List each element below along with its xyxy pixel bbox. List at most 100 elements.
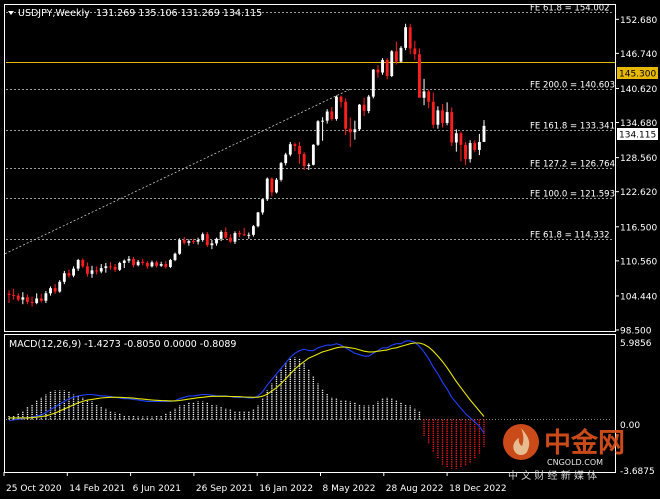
candle-body [256,212,260,227]
candle [436,106,440,129]
candle-body [164,264,168,267]
macd-axis-top: 5.9856 [620,339,652,349]
candle-body [381,59,384,73]
candle [251,225,255,237]
candle-body [233,233,237,242]
candle [26,294,29,305]
candle [16,293,20,302]
candle [427,89,431,109]
macd-axis-bottom: -3.6875 [620,467,655,477]
candle [168,258,172,269]
candle [228,234,232,243]
candle [353,120,357,140]
candle-body [39,298,43,301]
candle [173,252,177,262]
candle [450,107,454,146]
candle-body [210,243,214,246]
candle-body [316,121,320,145]
macd-main-line [8,340,485,434]
price-tick-label: 116.500 [620,223,657,233]
candle-body [49,288,52,294]
marked-level-value: 145.300 [619,70,656,80]
candle [155,260,159,268]
candle-body [251,226,255,235]
candle [215,237,218,246]
candle [7,290,11,304]
triangle-down-icon[interactable] [8,11,14,15]
candle-body [228,237,232,242]
candle-body [376,69,380,73]
candle-body [473,143,477,150]
candle [404,23,408,51]
candle-body [215,238,218,244]
candle-body [394,51,398,62]
candle-body [12,295,16,297]
candle [90,265,94,278]
candle-body [132,258,135,266]
candle [219,230,223,242]
candle-body [431,101,435,125]
candle [99,264,103,274]
candle-body [302,153,306,166]
candle [477,133,481,156]
candle-body [76,260,80,269]
candle [381,58,384,75]
candle [85,262,89,277]
candle-body [418,54,421,98]
candle [316,120,320,146]
candle [270,177,274,197]
candle [302,152,306,171]
candle-body [145,262,149,267]
fib-level-label: FE 100.0 = 121.593 [530,190,615,200]
candle-body [85,266,89,274]
candle-body [344,101,348,129]
candle-body [53,288,57,292]
candle [261,198,265,215]
candle-body [99,268,103,272]
candle-body [441,110,444,123]
candle-body [104,266,108,269]
candle-body [422,91,426,98]
candle-body [35,298,39,304]
candle-body [201,234,205,240]
candle-body [58,281,62,292]
candle [81,258,85,269]
time-tick-label: 26 Sep 2021 [196,484,253,494]
candle-body [413,48,417,55]
candle [321,117,325,141]
candle-body [44,293,48,301]
candle [58,280,62,293]
watermark-brand: 中金网 [544,427,625,459]
price-tick-label: 140.620 [620,85,657,95]
candle-body [95,270,99,272]
candle-body [270,178,274,193]
candle-body [445,112,449,123]
trendline[interactable] [4,88,351,255]
candle [413,40,417,60]
time-tick-label: 16 Jan 2022 [259,484,313,494]
candle [275,178,278,194]
candle-body [182,239,186,243]
candle-body [330,111,334,119]
candle [362,97,366,117]
price-tick-label: 98.500 [620,327,652,337]
candle-body [7,293,11,296]
candle [298,141,301,164]
candle-body [334,96,338,119]
price-tick-label: 110.560 [620,257,657,267]
symbol-label: USDJPY,Weekly [18,8,90,19]
candle [44,291,48,304]
candle [284,152,288,166]
candle [344,98,348,136]
macd-signal-line [9,342,485,419]
candle-body [67,273,71,276]
candles [7,23,486,307]
candle [67,269,71,278]
candle [441,104,444,128]
candle [192,238,195,244]
macd-histogram [6,357,612,469]
candle [150,260,154,268]
candle-body [192,241,195,243]
candle-body [113,266,117,270]
